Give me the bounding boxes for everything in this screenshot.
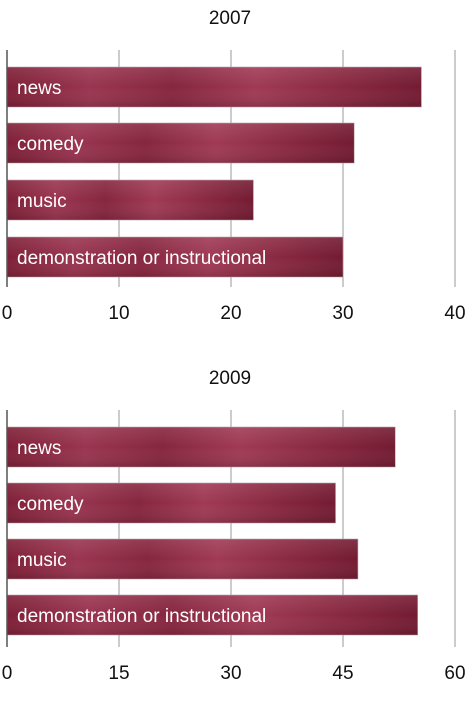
bar-shade bbox=[7, 539, 358, 579]
bar-shade bbox=[7, 123, 355, 163]
tick-label: 20 bbox=[220, 303, 241, 324]
chart-title: 2009 bbox=[209, 368, 251, 389]
bar-shade bbox=[7, 237, 343, 277]
chart-panel-2007: 2007 news comedy music demonstration or inst… bbox=[2, 8, 466, 324]
bar-shade bbox=[7, 595, 418, 635]
chart-panel-2009: 2009 news comedy music demonstration or inst… bbox=[2, 368, 466, 684]
bar-label: music bbox=[17, 550, 67, 571]
bar-shade bbox=[7, 67, 422, 107]
tick-label: 30 bbox=[332, 303, 353, 324]
bar-label: demonstration or instructional bbox=[17, 606, 266, 627]
bar-shade bbox=[7, 180, 254, 220]
tick-label: 45 bbox=[332, 663, 353, 684]
bar-label: demonstration or instructional bbox=[17, 248, 266, 269]
bar-label: news bbox=[17, 438, 61, 459]
bar-shade bbox=[7, 427, 396, 467]
tick-label: 0 bbox=[2, 663, 13, 684]
bar-shade bbox=[7, 483, 336, 523]
tick-label: 30 bbox=[220, 663, 241, 684]
bar-label: comedy bbox=[17, 494, 84, 515]
bar-label: comedy bbox=[17, 134, 84, 155]
tick-label: 60 bbox=[444, 663, 465, 684]
bar-label: music bbox=[17, 191, 67, 212]
bar-label: news bbox=[17, 78, 61, 99]
tick-label: 40 bbox=[444, 303, 465, 324]
tick-label: 10 bbox=[108, 303, 129, 324]
tick-label: 0 bbox=[2, 303, 13, 324]
tick-label: 15 bbox=[108, 663, 129, 684]
chart-title: 2007 bbox=[209, 8, 251, 29]
